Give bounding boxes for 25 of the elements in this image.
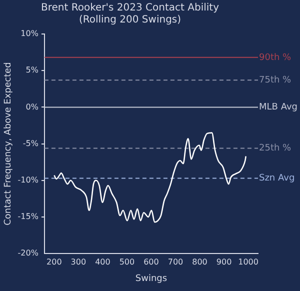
- x-tick-label: 500: [119, 258, 135, 267]
- x-tick-label: 200: [46, 258, 62, 267]
- y-tick-label: -5%: [22, 138, 39, 148]
- y-tick-label: -20%: [18, 248, 39, 258]
- y-tick-label: -10%: [18, 175, 39, 184]
- line-series: [54, 132, 247, 223]
- y-axis-title: Contact Frequency, Above Expected: [4, 62, 14, 226]
- y-tick-label: -15%: [18, 212, 39, 222]
- y-tick-label: 10%: [20, 29, 39, 38]
- chart-title: Brent Rooker's 2023 Contact Ability (Rolling 200 Swings): [41, 2, 220, 26]
- x-tick-label: 600: [144, 258, 159, 267]
- x-tick-label: 400: [95, 258, 110, 267]
- y-tick-label: 0%: [26, 102, 39, 112]
- y-tick-label: 5%: [26, 66, 39, 75]
- x-axis-title: Swings: [135, 274, 168, 284]
- x-tick-label: 900: [216, 258, 232, 267]
- x-tick-label: 800: [192, 258, 208, 267]
- x-tick-label: 300: [70, 258, 86, 267]
- x-tick-label: 1000: [238, 258, 258, 267]
- ref-line-label: 75th %: [259, 75, 292, 86]
- ref-line-label: MLB Avg: [259, 102, 298, 113]
- x-tick-label: 700: [168, 258, 184, 267]
- ref-line-label: 25th %: [259, 144, 292, 154]
- ref-line-label: 90th %: [259, 52, 292, 63]
- ref-line-label: Szn Avg: [259, 174, 295, 184]
